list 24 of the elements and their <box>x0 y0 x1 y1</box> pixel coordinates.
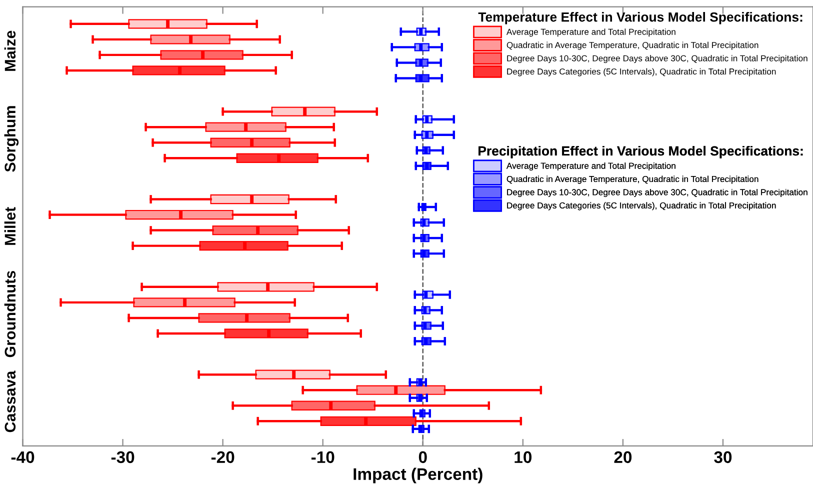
x-axis-title: Impact (Percent) <box>354 468 482 484</box>
x-tick-label: -30 <box>111 451 134 464</box>
x-tick-label: -10 <box>311 451 334 464</box>
legend-label: Degree Days 10-30C, Degree Days above 30C, Quadratic in Total Precipitation <box>507 55 808 64</box>
x-tick-label: -20 <box>211 451 234 464</box>
legend-label: Degree Days 10-30C, Degree Days above 30C, Quadratic in Total Precipitation <box>507 188 808 197</box>
y-tick-label: Maize <box>4 30 16 71</box>
y-tick-label: Sorghum <box>4 106 19 172</box>
annotation: Precipitation Effect in Various Model Specifications: <box>478 146 803 158</box>
y-tick-label: Groundnuts <box>4 270 16 358</box>
legend-label: Degree Days Categories (5C Intervals), Quadratic in Total Precipitation <box>507 202 776 210</box>
legend-label: Average Temperature and Total Precipitation <box>506 162 676 171</box>
legend-label: Quadratic in Average Temperature, Quadratic in Total Precipitation <box>506 42 758 50</box>
y-tick-label: Millet <box>4 207 16 245</box>
x-tick-label: 30 <box>714 451 732 464</box>
legend-label: Quadratic in Average Temperature, Quadratic in Total Precipitation <box>506 176 758 184</box>
legend-label: Degree Days Categories (5C Intervals), Quadratic in Total Precipitation <box>507 68 776 76</box>
legend-title: Temperature Effect in Various Model Specifications: <box>478 12 802 24</box>
x-tick-label: 0 <box>418 451 427 464</box>
x-tick-label: 10 <box>514 451 532 464</box>
y-tick-label: Cassava <box>4 370 16 432</box>
legend-label: Average Temperature and Total Precipitation <box>506 28 676 37</box>
x-tick-label: -40 <box>11 451 34 464</box>
x-tick-label: 20 <box>614 451 632 464</box>
